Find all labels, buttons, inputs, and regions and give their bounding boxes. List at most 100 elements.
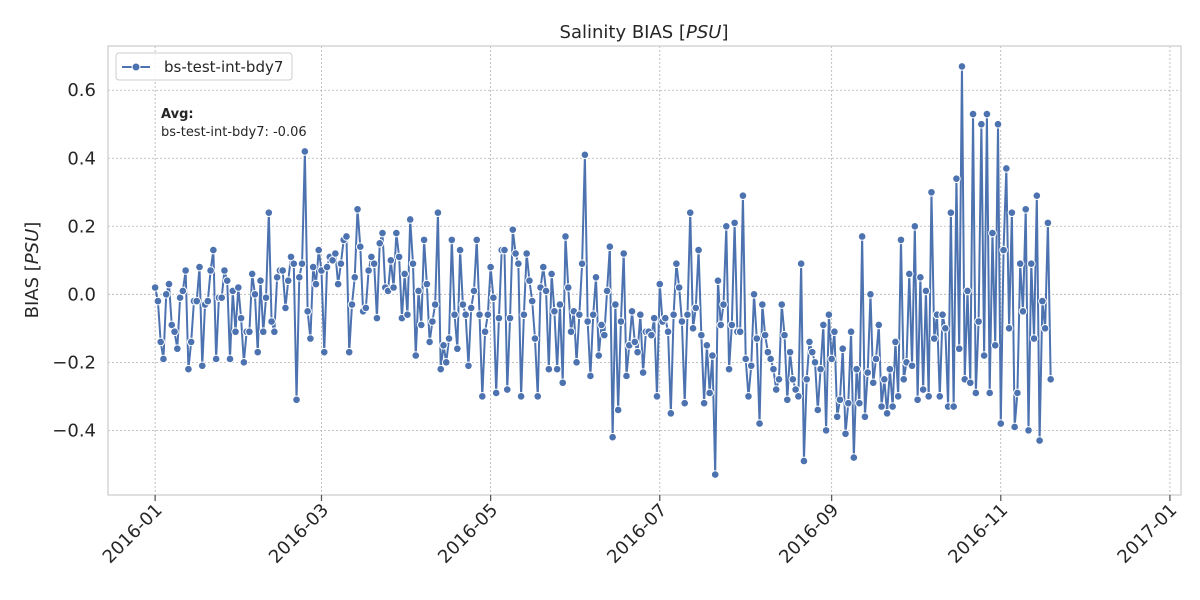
data-point [353, 204, 362, 214]
data-point [264, 208, 274, 217]
data-point [730, 218, 739, 228]
data-point [547, 269, 556, 279]
data-point [841, 429, 850, 439]
data-point [178, 286, 188, 296]
data-point [372, 313, 382, 323]
data-point [846, 327, 856, 337]
data-point [453, 344, 462, 354]
data-point [489, 293, 498, 303]
data-point [619, 249, 629, 258]
data-point [150, 283, 160, 292]
data-point [350, 273, 360, 282]
data-point [1007, 208, 1017, 217]
data-point [439, 341, 448, 350]
data-point [602, 286, 612, 296]
average-annotation: Avg: bs-test-int-bdy7: -0.06 [161, 107, 307, 140]
data-point [331, 249, 340, 258]
data-point [857, 232, 867, 241]
data-point [613, 405, 623, 415]
data-point [1035, 436, 1044, 445]
data-point [746, 361, 756, 371]
data-point [899, 375, 909, 384]
data-point [938, 310, 947, 320]
data-point [306, 334, 315, 343]
data-point [760, 330, 770, 340]
data-point [300, 147, 310, 156]
data-point [508, 225, 518, 234]
data-point [458, 300, 468, 309]
data-point [575, 310, 584, 320]
data-point [877, 402, 886, 411]
data-point [261, 293, 271, 303]
data-point [184, 364, 193, 374]
data-point [466, 303, 476, 313]
data-point [1043, 218, 1053, 228]
data-point [408, 259, 418, 269]
data-point [988, 228, 997, 238]
data-point [724, 364, 734, 374]
legend[interactable]: bs-test-int-bdy7 [115, 52, 293, 81]
data-point [500, 245, 509, 255]
data-point [807, 347, 817, 357]
y-axis-label: BIAS [PSU] [22, 222, 43, 319]
data-point [577, 259, 587, 269]
data-point [669, 310, 678, 320]
data-point [904, 269, 914, 279]
data-point [755, 419, 764, 428]
data-point [245, 327, 254, 337]
data-point [699, 398, 709, 408]
data-point [586, 371, 595, 381]
data-point [627, 307, 637, 316]
data-point [486, 262, 495, 272]
data-point [963, 286, 972, 296]
data-point [1002, 164, 1011, 173]
data-point [993, 119, 1003, 129]
data-point [419, 235, 429, 245]
data-point [672, 259, 681, 269]
data-point [580, 150, 590, 160]
data-point [319, 347, 329, 357]
data-point [974, 317, 983, 326]
data-point [647, 330, 656, 340]
data-point [880, 375, 889, 384]
data-point [231, 327, 240, 337]
data-point [666, 409, 676, 418]
data-point [591, 273, 601, 282]
data-point [519, 310, 529, 320]
data-point [971, 388, 981, 398]
data-point [921, 286, 931, 296]
data-point [655, 279, 665, 289]
data-point [369, 259, 379, 269]
data-point [780, 330, 789, 340]
data-point [430, 300, 440, 309]
data-point [450, 310, 459, 320]
data-point [181, 266, 190, 275]
data-point [685, 208, 695, 217]
data-point [605, 242, 615, 251]
data-point [996, 419, 1006, 428]
data-point [910, 221, 920, 231]
data-point [344, 347, 354, 357]
data-point [713, 276, 723, 286]
data-point [622, 371, 631, 381]
data-point [267, 317, 276, 326]
data-point [389, 283, 398, 292]
data-point [464, 361, 473, 371]
data-point [954, 344, 964, 354]
data-point [552, 364, 562, 374]
data-point [483, 310, 493, 320]
data-point [258, 327, 268, 337]
data-point [674, 283, 684, 292]
data-point [710, 470, 720, 479]
data-point [170, 327, 179, 337]
data-point [522, 249, 531, 258]
data-point [888, 402, 897, 411]
data-point [297, 259, 307, 269]
data-point [990, 341, 1000, 350]
data-point [1013, 388, 1022, 398]
data-point [342, 232, 351, 241]
data-point [677, 317, 687, 326]
data-point [638, 368, 648, 377]
y-tick-label: 0.6 [67, 80, 96, 101]
legend-point-marker [131, 62, 141, 72]
